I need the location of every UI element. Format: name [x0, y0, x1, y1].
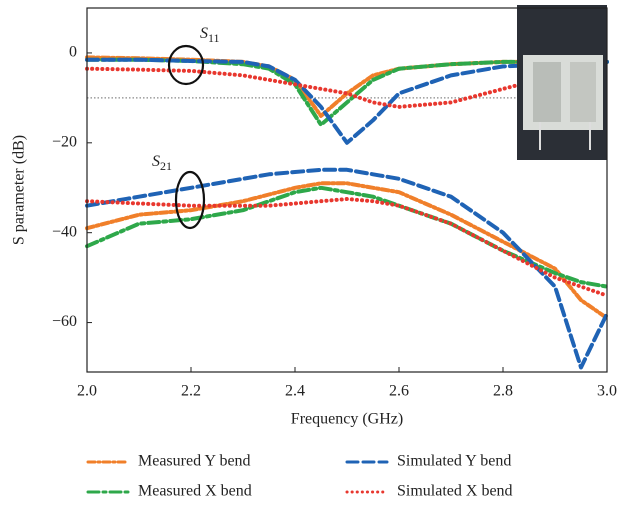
annotation: S21 [152, 153, 172, 173]
legend-label: Measured Y bend [138, 453, 251, 470]
series-line [85, 197, 609, 298]
annotation-subscript: 11 [208, 31, 220, 45]
x-tick-label: 2.4 [285, 383, 305, 400]
x-tick-label: 2.8 [493, 383, 513, 400]
annotation-subscript: 21 [160, 159, 172, 173]
inset-photo [517, 5, 607, 160]
y-tick-label: −60 [52, 313, 77, 330]
legend-label: Simulated Y bend [397, 453, 511, 470]
annotation-symbol: S [152, 153, 160, 170]
x-tick-label: 3.0 [597, 383, 617, 400]
legend-label: Simulated X bend [397, 483, 513, 500]
legend: Measured Y bend Measured X bend Simulated … [86, 453, 513, 500]
x-tick-label: 2.6 [389, 383, 409, 400]
x-tick-label: 2.0 [77, 383, 97, 400]
annotation-circle [174, 170, 206, 230]
y-tick-label: 0 [69, 44, 77, 61]
axes-frame [86, 7, 608, 373]
x-axis-label: Frequency (GHz) [291, 411, 403, 428]
annotation-symbol: S [200, 25, 208, 42]
legend-label: Measured X bend [138, 483, 252, 500]
x-tick-label: 2.2 [181, 383, 201, 400]
y-tick-label: −40 [52, 223, 77, 240]
annotation-circle [167, 44, 205, 86]
series-line [85, 185, 609, 289]
y-tick-label: −20 [52, 133, 77, 150]
y-axis-label: S parameter (dB) [11, 135, 28, 245]
annotation: S11 [200, 25, 220, 45]
